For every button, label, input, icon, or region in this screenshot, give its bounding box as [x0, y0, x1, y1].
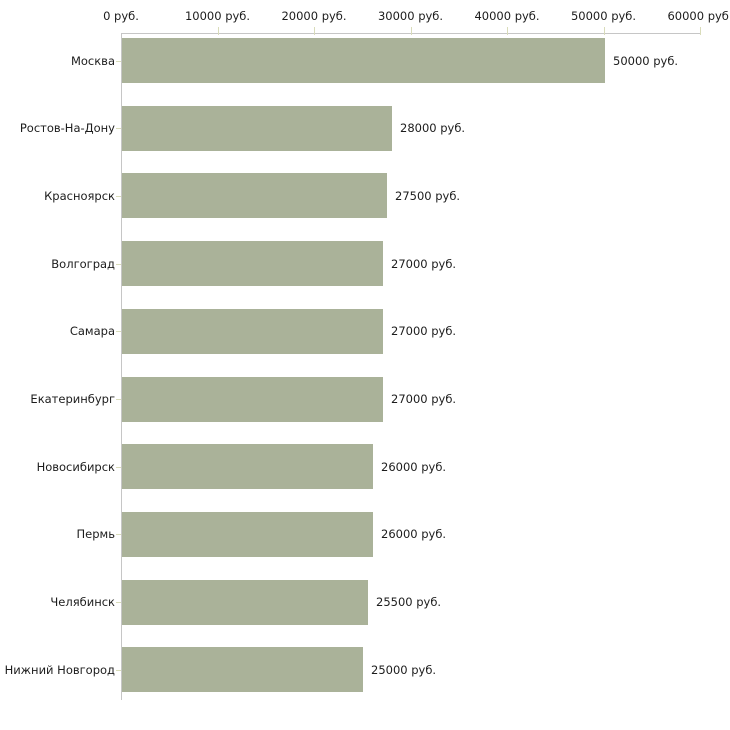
bar: [122, 173, 387, 218]
bar: [122, 106, 392, 151]
bar: [122, 580, 368, 625]
value-label: 27000 руб.: [391, 257, 457, 271]
value-label: 27500 руб.: [395, 189, 461, 203]
y-axis-tick: [116, 670, 121, 671]
x-axis-tick: [604, 27, 605, 35]
y-axis-tick: [116, 264, 121, 265]
bar: [122, 647, 363, 692]
category-label: Москва: [70, 54, 115, 68]
category-label: Самара: [69, 324, 115, 338]
x-axis-tick-label: 60000 руб.: [667, 9, 730, 23]
y-axis-tick: [116, 467, 121, 468]
value-label: 27000 руб.: [391, 324, 457, 338]
value-label: 26000 руб.: [381, 527, 447, 541]
category-label: Волгоград: [51, 257, 115, 271]
value-label: 25500 руб.: [376, 595, 442, 609]
x-axis-tick: [700, 27, 701, 35]
value-label: 25000 руб.: [371, 663, 437, 677]
bar: [122, 38, 605, 83]
x-axis-tick: [218, 27, 219, 35]
x-axis-tick: [411, 27, 412, 35]
value-label: 50000 руб.: [613, 54, 679, 68]
category-label: Красноярск: [44, 189, 115, 203]
y-axis-tick: [116, 399, 121, 400]
x-axis-tick-label: 50000 руб.: [570, 9, 637, 23]
category-label: Новосибирск: [36, 460, 115, 474]
bar: [122, 444, 373, 489]
y-axis-tick: [116, 534, 121, 535]
y-axis-tick: [116, 602, 121, 603]
y-axis-tick: [116, 196, 121, 197]
x-axis-tick: [314, 27, 315, 35]
y-axis-tick: [116, 128, 121, 129]
bar: [122, 512, 373, 557]
x-axis-tick-label: 0 руб.: [103, 9, 139, 23]
bar: [122, 377, 383, 422]
value-label: 27000 руб.: [391, 392, 457, 406]
x-axis-tick-label: 30000 руб.: [377, 9, 444, 23]
category-label: Челябинск: [50, 595, 115, 609]
x-axis-tick: [507, 27, 508, 35]
x-axis-tick-label: 10000 руб.: [184, 9, 251, 23]
bar: [122, 241, 383, 286]
plot-area: [121, 33, 700, 700]
x-axis-tick-label: 20000 руб.: [281, 9, 347, 23]
y-axis-tick: [116, 61, 121, 62]
y-axis-tick: [116, 331, 121, 332]
bar: [122, 309, 383, 354]
category-label: Пермь: [76, 527, 115, 541]
value-label: 26000 руб.: [381, 460, 447, 474]
category-label: Ростов-На-Дону: [19, 121, 115, 135]
category-label: Екатеринбург: [30, 392, 115, 406]
category-label: Нижний Новгород: [4, 663, 115, 677]
value-label: 28000 руб.: [400, 121, 466, 135]
x-axis-tick-label: 40000 руб.: [474, 9, 540, 23]
